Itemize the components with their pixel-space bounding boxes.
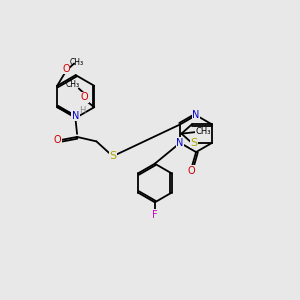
Text: F: F (152, 210, 158, 220)
Text: CH₃: CH₃ (66, 80, 80, 89)
Text: S: S (109, 151, 116, 161)
Text: O: O (62, 64, 70, 74)
Text: H: H (79, 106, 85, 115)
Text: O: O (54, 135, 61, 145)
Text: O: O (188, 166, 195, 176)
Text: CH₃: CH₃ (195, 127, 211, 136)
Text: O: O (81, 92, 88, 102)
Text: N: N (72, 110, 79, 121)
Text: CH₃: CH₃ (69, 58, 83, 67)
Text: S: S (190, 138, 198, 148)
Text: N: N (192, 110, 200, 120)
Text: N: N (176, 138, 184, 148)
